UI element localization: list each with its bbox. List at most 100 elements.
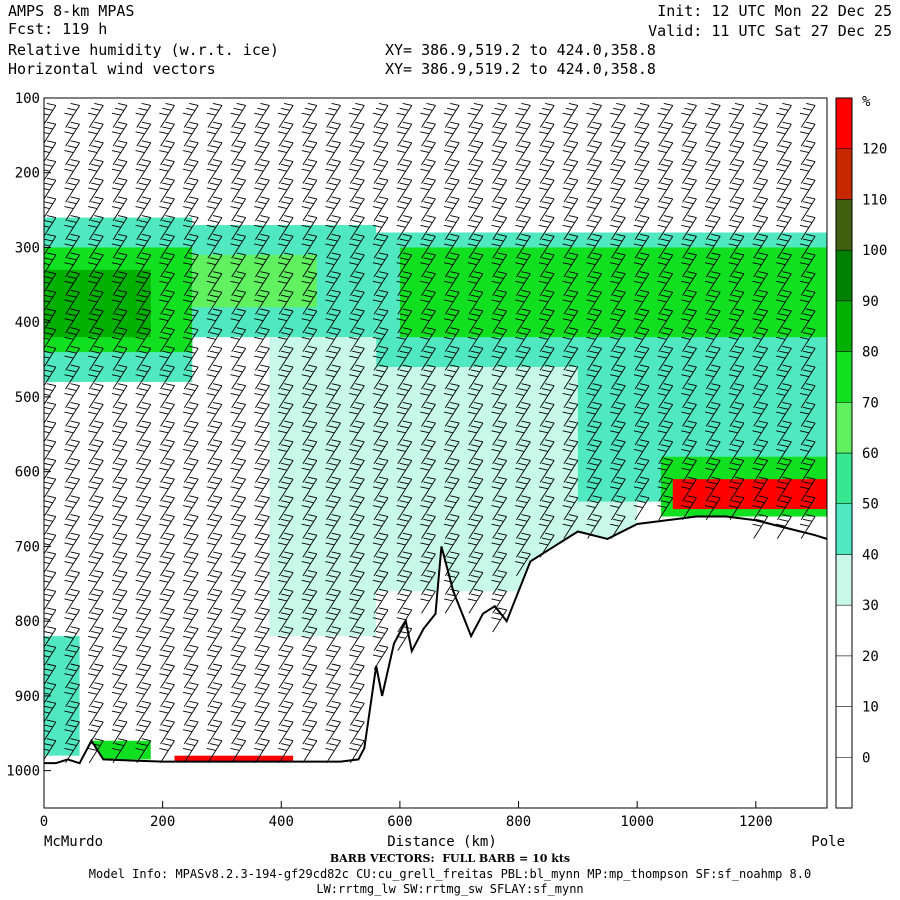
wind-barb-column-2	[88, 103, 104, 763]
wind-barb-column-5	[159, 103, 175, 763]
y-tick-label-300: 300	[15, 240, 40, 256]
wind-barb-shafts	[254, 103, 270, 763]
wind-barb-column-11	[301, 103, 318, 763]
colorbar-segment-11	[835, 199, 853, 251]
terrain-surface-line	[44, 515, 827, 765]
wind-barb-column-31	[776, 103, 792, 539]
wind-barb-shafts	[206, 103, 223, 763]
wind-barb-column-3	[111, 103, 128, 763]
wind-barb-shafts	[396, 103, 413, 651]
xy-range-2: XY= 386.9,519.2 to 424.0,358.8	[385, 60, 656, 78]
colorbar-segment-7	[835, 402, 853, 454]
x-end-label-left: McMurdo	[44, 834, 103, 850]
wind-barb-shafts	[538, 103, 555, 558]
colorbar-segment-12	[835, 148, 853, 200]
y-tick-label-400: 400	[15, 315, 40, 331]
wind-barb-column-24	[610, 103, 626, 539]
x-tick-label-1000: 1000	[620, 814, 654, 830]
wind-barb-shafts	[277, 103, 294, 763]
wind-barb-shafts	[182, 103, 199, 763]
rh-region-2	[44, 269, 151, 338]
wind-barb-column-10	[277, 103, 294, 763]
wind-barb-column-16	[420, 103, 436, 614]
y-tick-label-500: 500	[15, 390, 40, 406]
wind-barb-shafts	[562, 103, 579, 539]
valid-time: Valid: 11 UTC Sat 27 Dec 25	[648, 22, 892, 40]
wind-barb-layer	[44, 103, 816, 763]
colorbar-label-90: 90	[862, 294, 879, 310]
colorbar-label-50: 50	[862, 497, 879, 513]
colorbar-label-110: 110	[862, 192, 887, 208]
wind-barb-shafts	[88, 103, 104, 763]
wind-barb-shafts	[159, 103, 175, 763]
wind-barb-shafts	[349, 103, 365, 763]
wind-barb-shafts	[301, 103, 318, 763]
colorbar-frame	[835, 97, 853, 809]
model-info-2: LW:rrtmg_lw SW:rrtmg_sw SFLAY:sf_mynn	[316, 882, 584, 896]
colorbar-label-10: 10	[862, 700, 879, 716]
wind-barb-column-15	[396, 103, 413, 651]
colorbar-label-0: 0	[862, 750, 870, 766]
wind-barb-shafts	[467, 103, 484, 614]
colorbar-unit: %	[862, 94, 871, 110]
rh-region-12	[672, 479, 827, 510]
wind-barb-shafts	[230, 103, 247, 763]
colorbar-label-120: 120	[862, 142, 887, 158]
rh-fill-layer	[44, 217, 827, 765]
colorbar: 0 10 20 30 40 50 60 70 80 90 100 110 120%	[835, 94, 887, 809]
wind-barb-column-22	[562, 103, 579, 539]
wind-barb-shafts	[325, 103, 341, 763]
wind-barb-column-14	[372, 103, 389, 670]
colorbar-label-100: 100	[862, 243, 887, 259]
wind-barb-column-6	[182, 103, 199, 763]
colorbar-segment-8	[835, 351, 853, 403]
y-tick-label-900: 900	[15, 689, 40, 705]
wind-barb-shafts	[799, 103, 816, 539]
wind-barb-column-32	[799, 103, 816, 539]
wind-barb-shafts	[443, 103, 460, 614]
x-tick-label-400: 400	[269, 814, 294, 830]
wind-barb-column-13	[349, 103, 365, 763]
wind-barb-shafts	[633, 103, 650, 521]
wind-barb-shafts	[776, 103, 792, 539]
wind-barb-column-21	[538, 103, 555, 558]
rh-region-8	[269, 337, 377, 637]
y-tick-label-200: 200	[15, 166, 40, 182]
wind-barb-column-20	[515, 103, 531, 577]
field-name-rh: Relative humidity (w.r.t. ice)	[8, 41, 279, 59]
y-tick-label-1000: 1000	[6, 764, 40, 780]
colorbar-label-80: 80	[862, 345, 879, 361]
y-tick-label-700: 700	[15, 539, 40, 555]
colorbar-segment-3	[835, 604, 853, 657]
wind-barb-shafts	[728, 103, 745, 521]
y-tick-label-600: 600	[15, 465, 40, 481]
wind-barb-column-29	[728, 103, 745, 521]
wind-barb-shafts	[704, 103, 721, 521]
x-end-label-right: Pole	[811, 834, 845, 850]
plot-frame	[43, 97, 828, 809]
colorbar-segment-2	[835, 655, 853, 707]
init-time: Init: 12 UTC Mon 22 Dec 25	[657, 2, 892, 20]
wind-barb-shafts	[681, 103, 697, 521]
x-tick-label-600: 600	[387, 814, 412, 830]
wind-barb-shafts	[64, 103, 80, 763]
wind-barb-column-12	[325, 103, 341, 763]
wind-barb-column-25	[633, 103, 650, 521]
model-info: Model Info: MPASv8.2.3-194-gf29cd82c CU:…	[88, 867, 812, 881]
wind-barb-shafts	[610, 103, 626, 539]
wind-barb-column-17	[443, 103, 460, 614]
wind-barb-shafts	[135, 103, 152, 763]
wind-barb-column-26	[657, 103, 674, 521]
wind-barb-shafts	[752, 103, 769, 539]
wind-barb-shafts	[586, 103, 602, 539]
wind-barb-column-28	[704, 103, 721, 521]
wind-barb-column-23	[586, 103, 602, 539]
forecast-hour: Fcst: 119 h	[8, 20, 108, 38]
colorbar-label-30: 30	[862, 598, 879, 614]
colorbar-label-20: 20	[862, 649, 879, 665]
wind-barb-column-19	[491, 103, 508, 633]
y-tick-label-800: 800	[15, 614, 40, 630]
wind-barb-shafts	[491, 103, 508, 633]
model-title: AMPS 8-km MPAS	[8, 2, 135, 20]
